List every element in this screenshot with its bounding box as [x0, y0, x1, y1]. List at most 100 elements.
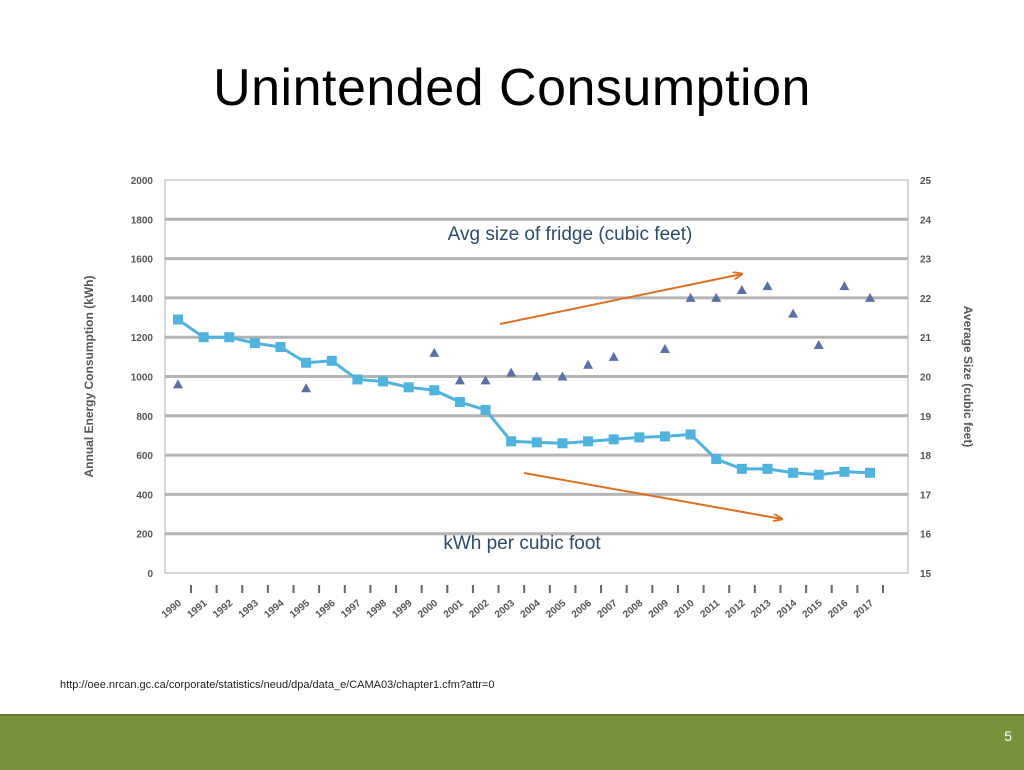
- consumption-annotation: kWh per cubic foot: [443, 533, 601, 554]
- x-tick-label: 1992: [211, 598, 235, 621]
- size-point: [659, 343, 670, 353]
- size-point: [762, 281, 773, 291]
- x-tick-label: 2016: [826, 598, 850, 621]
- x-tick-label: 2010: [672, 598, 696, 621]
- y-tick-label: 1800: [131, 215, 154, 226]
- consumption-point: [531, 437, 542, 448]
- y2-tick-label: 23: [920, 255, 932, 266]
- consumption-point: [659, 431, 670, 442]
- y2-tick-label: 17: [920, 490, 932, 501]
- consumption-point: [813, 469, 824, 480]
- y-tick-label: 600: [136, 451, 153, 462]
- x-tick-label: 2005: [544, 598, 568, 621]
- x-tick-label: 2004: [519, 598, 543, 621]
- y-tick-label: 400: [136, 490, 153, 501]
- size-point: [301, 383, 312, 393]
- x-tick-label: 2012: [724, 598, 748, 621]
- energy-consumption-chart: 0 200 400 600 800 1000 1200 1400 1600 1800 2000 15 1…: [82, 176, 975, 621]
- y2-tick-label: 21: [920, 333, 932, 344]
- x-tick-label: 1998: [365, 598, 389, 621]
- x-tick-label: 1991: [185, 598, 209, 621]
- consumption-point: [634, 432, 645, 443]
- size-point: [506, 367, 517, 377]
- x-tick-label: 2009: [647, 598, 671, 621]
- x-tick-label: 1995: [288, 598, 312, 621]
- x-tick-label: 1990: [160, 598, 184, 621]
- size-point: [480, 375, 491, 385]
- consumption-point: [865, 467, 875, 478]
- size-point: [429, 347, 440, 357]
- y2-tick-label: 18: [920, 451, 932, 462]
- consumption-point: [608, 434, 619, 445]
- y-tick-label: 1400: [131, 294, 154, 305]
- x-tick-label: 2017: [852, 598, 876, 621]
- y-tick-label: 0: [147, 569, 153, 580]
- consumption-point: [352, 374, 363, 385]
- consumption-point: [275, 342, 286, 353]
- x-tick-label: 1999: [390, 598, 414, 621]
- y2-tick-label: 22: [920, 294, 932, 305]
- x-tick-label: 2003: [493, 598, 517, 621]
- x-tick-label: 2008: [621, 598, 645, 621]
- x-tick-label: 2013: [749, 598, 773, 621]
- size-point: [583, 359, 594, 369]
- y2-tick-label: 25: [920, 176, 932, 187]
- y2-axis-label: Average Size (cubic feet): [961, 306, 975, 448]
- x-tick-label: 2006: [570, 598, 594, 621]
- x-tick-label: 1997: [339, 598, 363, 621]
- consumption-point: [429, 385, 440, 396]
- size-annotation: Avg size of fridge (cubic feet): [448, 224, 693, 245]
- size-point: [454, 375, 465, 385]
- consumption-point: [301, 357, 312, 368]
- y2-tick-label: 19: [920, 412, 932, 423]
- y-tick-label: 800: [136, 412, 153, 423]
- page-number: 5: [1004, 728, 1012, 744]
- consumption-point: [583, 436, 594, 447]
- consumption-point: [224, 332, 235, 343]
- consumption-point: [788, 467, 799, 478]
- consumption-point: [198, 332, 209, 343]
- consumption-point: [173, 314, 183, 325]
- x-tick-label: 1993: [237, 598, 261, 621]
- consumption-point: [736, 463, 747, 474]
- x-tick-label: 1996: [314, 598, 338, 621]
- y2-tick-label: 24: [920, 215, 932, 226]
- consumption-point: [403, 382, 414, 393]
- consumption-point: [839, 466, 850, 477]
- consumption-point: [480, 404, 491, 415]
- y2-tick-label: 16: [920, 530, 932, 541]
- x-tick-label: 2001: [442, 598, 466, 621]
- y-axis-label: Annual Energy Consumption (kWh): [82, 276, 96, 478]
- consumption-point: [557, 438, 568, 449]
- consumption-point: [711, 454, 722, 465]
- source-url: http://oee.nrcan.gc.ca/corporate/statist…: [60, 679, 495, 691]
- size-point: [711, 292, 722, 302]
- size-point: [736, 285, 747, 295]
- size-point: [531, 371, 542, 381]
- consumption-series-line: [177, 318, 871, 477]
- y-tick-label: 1000: [131, 373, 154, 384]
- x-tick-label: 2014: [775, 598, 799, 621]
- x-tick-label: 1994: [262, 598, 286, 621]
- y-tick-label: 1200: [131, 333, 154, 344]
- consumption-point: [326, 355, 337, 366]
- size-point: [813, 340, 824, 350]
- size-point: [685, 292, 696, 302]
- y2-tick-label: 15: [920, 569, 932, 580]
- y-tick-label: 200: [136, 530, 153, 541]
- size-point: [865, 292, 875, 302]
- consumption-point: [506, 436, 517, 447]
- x-tick-label: 2007: [596, 598, 620, 621]
- y2-tick-label: 20: [920, 373, 932, 384]
- consumption-point: [249, 338, 260, 349]
- footer-bar: 5: [0, 714, 1024, 770]
- consumption-point: [454, 397, 465, 408]
- x-tick-label: 2011: [698, 598, 722, 621]
- size-point: [173, 379, 183, 389]
- y-tick-label: 2000: [131, 176, 154, 187]
- size-trend-arrow: [499, 274, 742, 325]
- size-point: [839, 281, 850, 291]
- size-point: [557, 371, 568, 381]
- size-point: [608, 351, 619, 361]
- x-tick-label: 2002: [467, 598, 491, 621]
